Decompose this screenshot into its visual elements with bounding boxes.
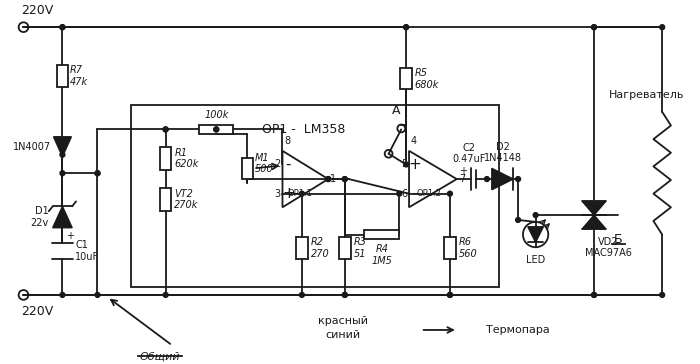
- Circle shape: [60, 25, 65, 29]
- Circle shape: [60, 25, 65, 29]
- Circle shape: [95, 171, 100, 176]
- Circle shape: [326, 177, 330, 182]
- Text: 220V: 220V: [22, 305, 54, 318]
- Bar: [241, 158, 253, 179]
- Text: OP1.2: OP1.2: [416, 189, 441, 198]
- Circle shape: [326, 177, 330, 182]
- Circle shape: [447, 191, 452, 196]
- Bar: [160, 147, 172, 170]
- Circle shape: [95, 293, 100, 297]
- Bar: [296, 237, 308, 259]
- Circle shape: [342, 177, 347, 182]
- Circle shape: [484, 177, 489, 182]
- Circle shape: [404, 25, 409, 29]
- Circle shape: [592, 25, 596, 29]
- Bar: [364, 230, 399, 240]
- Text: R7
47k: R7 47k: [70, 65, 88, 87]
- Text: +: +: [66, 231, 74, 241]
- Bar: [57, 65, 69, 87]
- Text: 1N4007: 1N4007: [13, 142, 51, 152]
- Circle shape: [60, 152, 65, 157]
- Text: Б: Б: [614, 233, 623, 246]
- Circle shape: [95, 171, 100, 176]
- Text: R6
560: R6 560: [458, 237, 477, 259]
- Circle shape: [214, 127, 218, 132]
- Text: R4
1M5: R4 1M5: [371, 244, 392, 266]
- Circle shape: [163, 293, 168, 297]
- Text: Термопара: Термопара: [486, 325, 550, 335]
- Circle shape: [60, 171, 65, 176]
- Bar: [199, 124, 233, 134]
- Text: Общий: Общий: [139, 351, 180, 361]
- Circle shape: [60, 293, 65, 297]
- Circle shape: [592, 25, 596, 29]
- Text: 4: 4: [411, 136, 417, 146]
- Text: +: +: [409, 157, 421, 172]
- Text: 220V: 220V: [22, 4, 54, 17]
- Text: +: +: [282, 186, 295, 201]
- Text: R1
620k: R1 620k: [174, 148, 199, 169]
- Polygon shape: [582, 201, 606, 215]
- Circle shape: [404, 162, 409, 167]
- Polygon shape: [54, 137, 71, 157]
- Circle shape: [342, 177, 347, 182]
- Text: C1
10uF: C1 10uF: [75, 240, 99, 262]
- Text: OP1 -  LM358: OP1 - LM358: [262, 123, 346, 136]
- Text: R3
51: R3 51: [354, 237, 367, 259]
- Text: 5: 5: [401, 159, 407, 170]
- Circle shape: [163, 127, 168, 132]
- Text: D1
22v: D1 22v: [31, 206, 49, 228]
- Text: R5
680k: R5 680k: [415, 68, 440, 90]
- Text: -: -: [412, 186, 418, 201]
- Bar: [339, 237, 351, 259]
- Text: VD2
MAC97A6: VD2 MAC97A6: [585, 237, 632, 258]
- Text: 8: 8: [284, 136, 290, 146]
- Text: LED: LED: [526, 255, 545, 265]
- Circle shape: [397, 191, 402, 196]
- Text: M1
500: M1 500: [256, 153, 274, 174]
- Text: -: -: [286, 157, 291, 172]
- Text: 1: 1: [330, 174, 336, 184]
- Polygon shape: [528, 227, 543, 242]
- Polygon shape: [492, 169, 513, 190]
- Bar: [131, 105, 498, 287]
- Circle shape: [163, 127, 168, 132]
- Text: 6: 6: [401, 189, 407, 199]
- Circle shape: [516, 218, 521, 222]
- Text: 2: 2: [274, 159, 281, 170]
- Text: 7: 7: [458, 174, 465, 184]
- Circle shape: [342, 293, 347, 297]
- Circle shape: [214, 127, 218, 132]
- Text: 100k: 100k: [204, 110, 228, 120]
- Circle shape: [659, 25, 664, 29]
- Bar: [160, 188, 172, 211]
- Text: R2
270: R2 270: [311, 237, 330, 259]
- Polygon shape: [52, 206, 72, 228]
- Text: 3: 3: [274, 189, 281, 199]
- Circle shape: [659, 293, 664, 297]
- Circle shape: [447, 293, 452, 297]
- Text: +: +: [459, 166, 467, 176]
- Circle shape: [404, 25, 409, 29]
- Circle shape: [300, 293, 304, 297]
- Circle shape: [447, 293, 452, 297]
- Text: синий: синий: [326, 330, 360, 340]
- Text: OP1.1: OP1.1: [288, 189, 312, 198]
- Circle shape: [300, 191, 304, 196]
- Circle shape: [592, 293, 596, 297]
- Text: C2
0.47uF: C2 0.47uF: [453, 143, 486, 165]
- Circle shape: [516, 177, 521, 182]
- Polygon shape: [582, 215, 606, 229]
- Circle shape: [342, 293, 347, 297]
- Text: D2
1N4148: D2 1N4148: [484, 142, 522, 163]
- Circle shape: [533, 213, 538, 218]
- Text: A: A: [392, 104, 400, 117]
- Text: VT2
270k: VT2 270k: [174, 189, 199, 210]
- Text: красный: красный: [318, 316, 368, 327]
- Bar: [444, 237, 456, 259]
- Bar: [400, 68, 412, 90]
- Text: Нагреватель: Нагреватель: [608, 90, 684, 100]
- Circle shape: [592, 293, 596, 297]
